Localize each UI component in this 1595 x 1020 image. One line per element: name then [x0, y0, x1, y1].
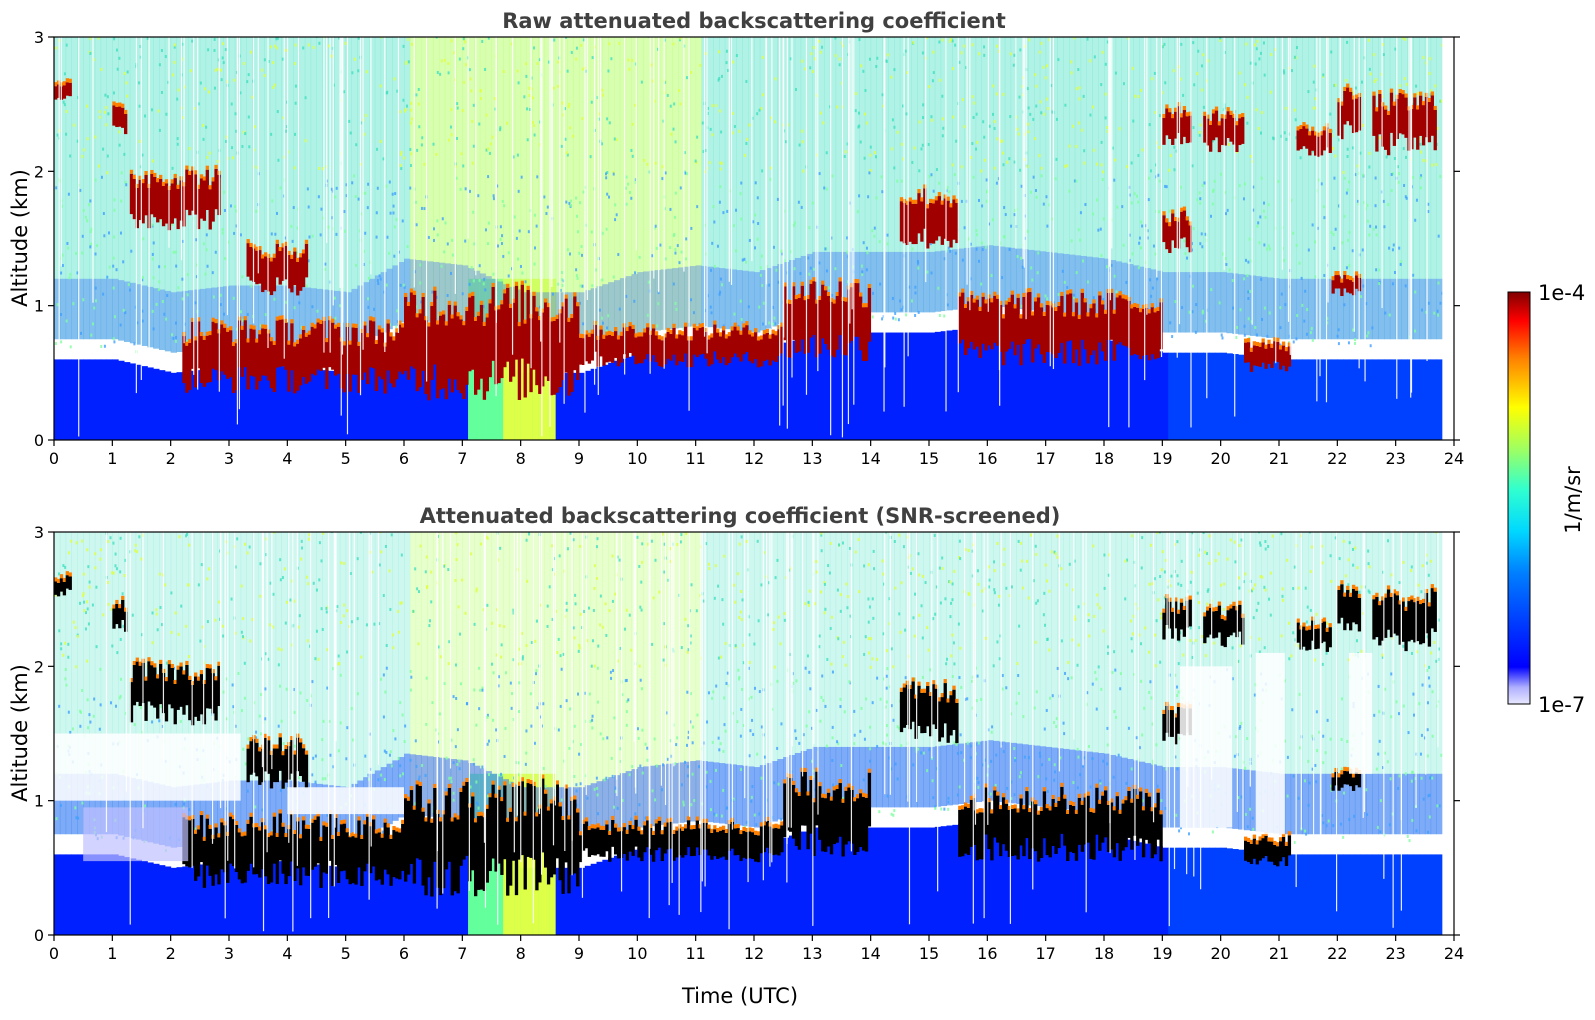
x-tick-label: 22 [1327, 944, 1347, 963]
panel-screened: Attenuated backscattering coefficient (S… [8, 504, 1464, 1008]
x-tick-label: 10 [627, 944, 647, 963]
x-tick-label: 3 [224, 449, 234, 468]
x-tick-label: 2 [166, 944, 176, 963]
colorbar-units-label: 1/m/sr [1561, 466, 1585, 534]
x-tick-label: 9 [574, 449, 584, 468]
x-tick-label: 7 [457, 449, 467, 468]
x-tick-label: 17 [1035, 449, 1055, 468]
x-tick-label: 10 [627, 449, 647, 468]
x-tick-label: 17 [1035, 944, 1055, 963]
cloud-layer [1162, 206, 1192, 253]
y-tick-label: 3 [34, 523, 44, 542]
x-tick-label: 1 [107, 449, 117, 468]
heatmap-area [54, 37, 1454, 440]
y-tick-label: 2 [34, 162, 44, 181]
y-tick-label: 1 [34, 297, 44, 316]
y-axis: 0 1 2 3 [34, 523, 1460, 945]
x-tick-label: 12 [744, 944, 764, 963]
x-tick-label: 3 [224, 944, 234, 963]
colorbar-gradient [1507, 291, 1531, 705]
x-tick-label: 11 [685, 944, 705, 963]
panel-raw: Raw attenuated backscattering coefficien… [8, 9, 1464, 468]
x-tick-label: 5 [341, 944, 351, 963]
x-tick-label: 18 [1094, 944, 1114, 963]
heatmap-area [54, 532, 1454, 935]
x-tick-label: 15 [919, 944, 939, 963]
x-tick-label: 5 [341, 449, 351, 468]
x-tick-label: 15 [919, 449, 939, 468]
x-tick-label: 4 [282, 449, 292, 468]
panel-title: Raw attenuated backscattering coefficien… [502, 9, 1006, 33]
fog-layer [83, 807, 189, 862]
x-axis: 0 1 2 3 4 5 6 7 8 9 10 11 12 13 14 15 16 17 18 19 20 21 22 23 24 [49, 935, 1464, 963]
y-tick-label: 0 [34, 431, 44, 450]
cloud-layer [1372, 584, 1437, 652]
cloud-layer [1296, 122, 1332, 157]
colorbar-min-label: 1e-7 [1538, 693, 1585, 717]
x-tick-label: 13 [802, 944, 822, 963]
x-tick-label: 7 [457, 944, 467, 963]
x-tick-label: 16 [977, 944, 997, 963]
x-tick-label: 23 [1385, 449, 1405, 468]
y-tick-label: 2 [34, 657, 44, 676]
x-tick-label: 2 [166, 449, 176, 468]
x-tick-label: 19 [1152, 944, 1172, 963]
x-tick-label: 20 [1210, 449, 1230, 468]
x-tick-label: 12 [744, 449, 764, 468]
x-tick-label: 0 [49, 944, 59, 963]
x-tick-label: 18 [1094, 449, 1114, 468]
y-tick-label: 1 [34, 792, 44, 811]
x-tick-label: 20 [1210, 944, 1230, 963]
x-tick-label: 4 [282, 944, 292, 963]
x-tick-label: 0 [49, 449, 59, 468]
y-axis: 0 1 2 3 [34, 28, 1460, 450]
screened-gap [287, 787, 404, 815]
x-tick-label: 16 [977, 449, 997, 468]
x-tick-label: 11 [685, 449, 705, 468]
cloud-layer [1337, 580, 1362, 632]
x-tick-label: 24 [1444, 449, 1464, 468]
x-tick-label: 21 [1269, 449, 1289, 468]
screened-gap [1179, 666, 1233, 828]
screened-gap [54, 733, 241, 801]
x-tick-label: 6 [399, 944, 409, 963]
cloud-layer [1244, 337, 1292, 372]
x-tick-label: 8 [516, 449, 526, 468]
cloud-layer [112, 595, 128, 632]
x-axis-label: Time (UTC) [681, 984, 798, 1008]
cloud-layer [54, 571, 72, 597]
x-tick-label: 1 [107, 944, 117, 963]
x-tick-label: 24 [1444, 944, 1464, 963]
y-axis-label: Altitude (km) [8, 664, 32, 802]
x-tick-label: 21 [1269, 944, 1289, 963]
x-tick-label: 8 [516, 944, 526, 963]
y-tick-label: 3 [34, 28, 44, 47]
x-tick-label: 23 [1385, 944, 1405, 963]
y-axis-label: Altitude (km) [8, 169, 32, 307]
screened-gap [1255, 652, 1285, 835]
x-tick-label: 19 [1152, 449, 1172, 468]
x-axis: 0 1 2 3 4 5 6 7 8 9 10 11 12 13 14 15 16 17 18 19 20 21 22 23 24 [49, 440, 1464, 468]
x-tick-label: 22 [1327, 449, 1347, 468]
colorbar: 1e-4 1e-7 1/m/sr [1507, 281, 1585, 717]
screened-gap [1349, 652, 1373, 774]
cloud-layer [1203, 106, 1245, 153]
cloud-layer [1162, 102, 1192, 145]
panel-title: Attenuated backscattering coefficient (S… [420, 504, 1061, 528]
y-tick-label: 0 [34, 926, 44, 945]
x-tick-label: 9 [574, 944, 584, 963]
cloud-layer [1244, 831, 1292, 867]
cloud-layer [112, 101, 128, 135]
colorbar-max-label: 1e-4 [1538, 281, 1585, 305]
x-tick-label: 13 [802, 449, 822, 468]
x-tick-label: 14 [860, 944, 880, 963]
cloud-layer [899, 184, 959, 249]
x-tick-label: 6 [399, 449, 409, 468]
x-tick-label: 14 [860, 449, 880, 468]
